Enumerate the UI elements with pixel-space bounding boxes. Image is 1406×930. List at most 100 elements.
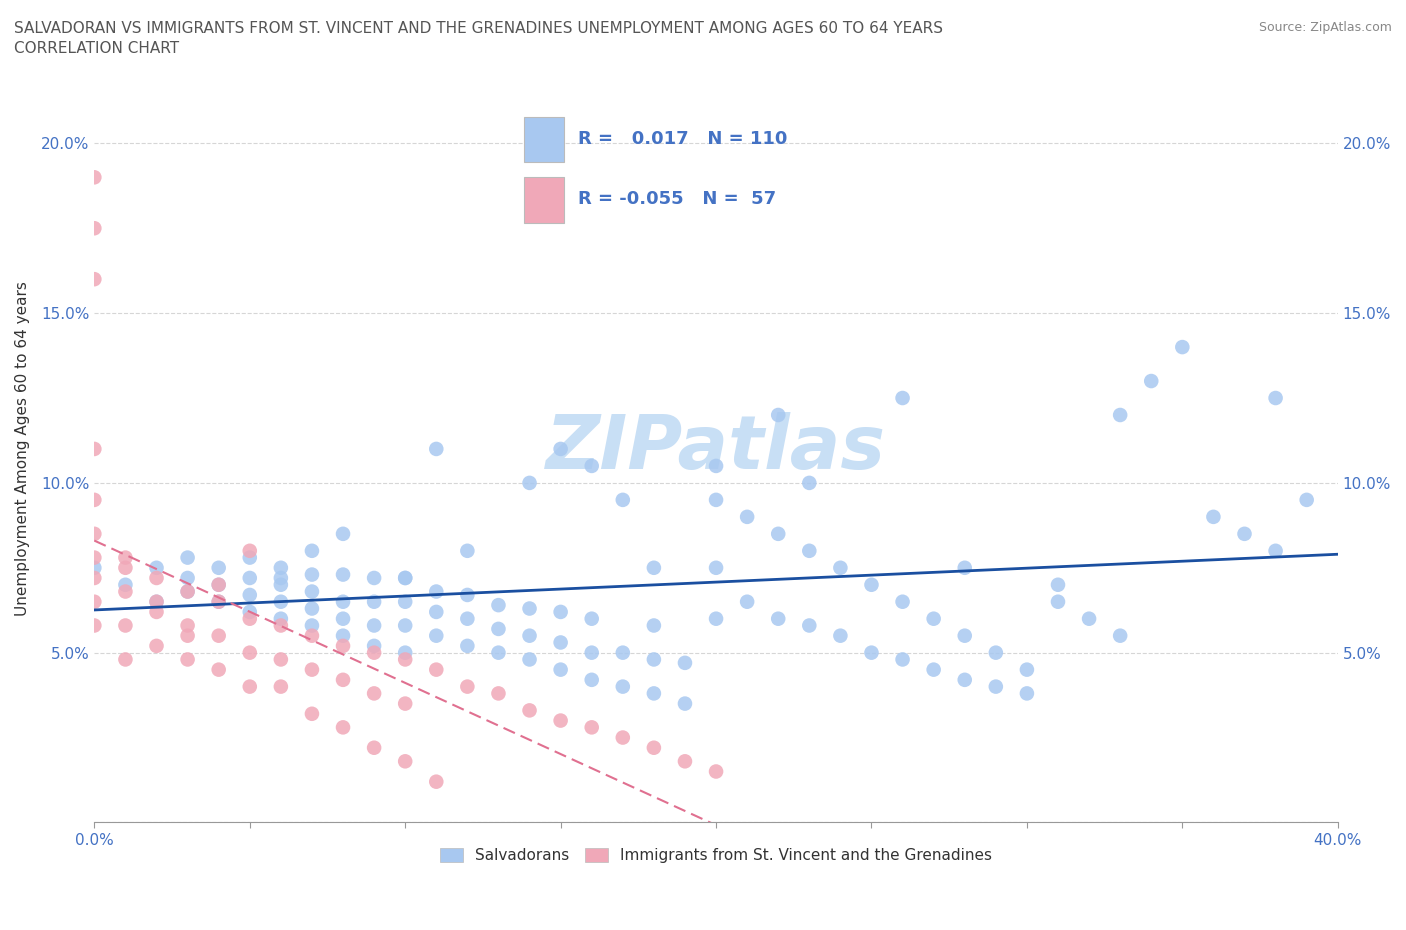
Point xyxy=(612,730,634,745)
Point xyxy=(270,578,292,592)
Point xyxy=(922,611,945,626)
Point xyxy=(301,584,323,599)
Point xyxy=(239,604,262,619)
Point xyxy=(394,618,416,633)
Point xyxy=(673,754,696,769)
Point xyxy=(673,697,696,711)
Point xyxy=(270,594,292,609)
Point xyxy=(1264,391,1286,405)
Point xyxy=(363,594,385,609)
Point xyxy=(673,656,696,671)
Point xyxy=(208,594,231,609)
Point xyxy=(425,662,447,677)
Point xyxy=(145,594,167,609)
Point xyxy=(114,551,136,565)
Point xyxy=(1233,526,1256,541)
Point xyxy=(208,629,231,644)
Point xyxy=(456,543,478,558)
Legend: Salvadorans, Immigrants from St. Vincent and the Grenadines: Salvadorans, Immigrants from St. Vincent… xyxy=(433,841,1000,870)
Point xyxy=(363,570,385,585)
Point xyxy=(208,578,231,592)
Point xyxy=(270,679,292,694)
Point xyxy=(488,598,510,613)
Point xyxy=(332,629,354,644)
Point xyxy=(891,652,914,667)
Text: Source: ZipAtlas.com: Source: ZipAtlas.com xyxy=(1258,21,1392,34)
Point xyxy=(891,391,914,405)
Point xyxy=(425,775,447,790)
Point xyxy=(301,567,323,582)
Point xyxy=(550,442,572,457)
Text: SALVADORAN VS IMMIGRANTS FROM ST. VINCENT AND THE GRENADINES UNEMPLOYMENT AMONG : SALVADORAN VS IMMIGRANTS FROM ST. VINCEN… xyxy=(14,21,943,36)
Point xyxy=(83,272,105,286)
Point xyxy=(830,629,852,644)
Point xyxy=(581,720,603,735)
Point xyxy=(270,618,292,633)
Point xyxy=(704,764,727,779)
Text: CORRELATION CHART: CORRELATION CHART xyxy=(14,41,179,56)
Point xyxy=(208,561,231,576)
Text: ZIPatlas: ZIPatlas xyxy=(546,412,886,485)
Point xyxy=(1295,492,1317,507)
Point xyxy=(83,570,105,585)
Point xyxy=(332,567,354,582)
Point xyxy=(550,604,572,619)
Point xyxy=(114,652,136,667)
Point xyxy=(83,551,105,565)
Point xyxy=(394,754,416,769)
Point xyxy=(984,645,1007,660)
Point xyxy=(456,679,478,694)
Point xyxy=(145,638,167,653)
Point xyxy=(394,594,416,609)
Point xyxy=(83,442,105,457)
Point xyxy=(145,561,167,576)
Point xyxy=(643,652,665,667)
Point xyxy=(643,561,665,576)
Point xyxy=(519,475,541,490)
Point xyxy=(1046,578,1069,592)
Point xyxy=(239,679,262,694)
Point xyxy=(1264,543,1286,558)
Point xyxy=(1109,407,1132,422)
Point xyxy=(799,543,821,558)
Point xyxy=(176,551,198,565)
Point xyxy=(332,672,354,687)
Point xyxy=(394,570,416,585)
Point xyxy=(83,594,105,609)
Point xyxy=(332,611,354,626)
Point xyxy=(301,618,323,633)
Point xyxy=(488,645,510,660)
Point xyxy=(953,672,976,687)
Point xyxy=(1078,611,1101,626)
Point xyxy=(984,679,1007,694)
Point xyxy=(799,618,821,633)
Point xyxy=(239,543,262,558)
Point xyxy=(581,672,603,687)
Point xyxy=(301,662,323,677)
Point xyxy=(83,492,105,507)
Point xyxy=(1109,629,1132,644)
Point xyxy=(581,458,603,473)
Point xyxy=(176,618,198,633)
Point xyxy=(332,526,354,541)
Point xyxy=(301,629,323,644)
Point xyxy=(456,611,478,626)
Point xyxy=(83,618,105,633)
Point xyxy=(704,492,727,507)
Point xyxy=(550,662,572,677)
Point xyxy=(425,629,447,644)
Point xyxy=(332,594,354,609)
Point xyxy=(768,407,790,422)
Point xyxy=(768,611,790,626)
Point xyxy=(550,635,572,650)
Point xyxy=(176,584,198,599)
Point xyxy=(208,594,231,609)
Point xyxy=(891,594,914,609)
Point xyxy=(363,740,385,755)
Point xyxy=(830,561,852,576)
Point xyxy=(519,703,541,718)
Point xyxy=(860,578,883,592)
Point xyxy=(735,510,758,525)
Point xyxy=(581,611,603,626)
Point xyxy=(643,686,665,701)
